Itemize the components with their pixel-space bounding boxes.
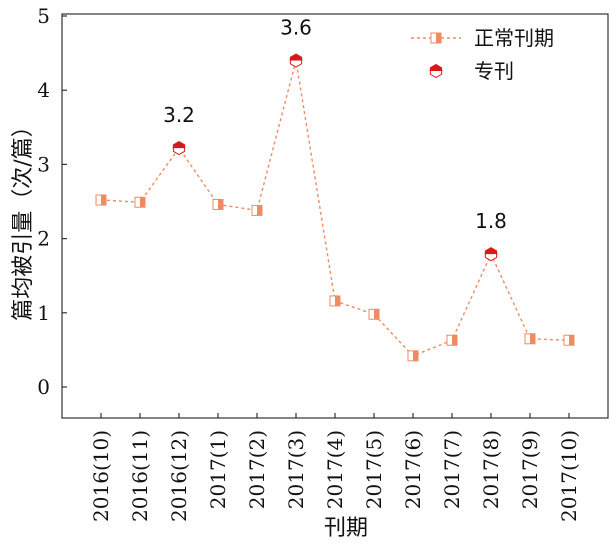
marker-fill <box>335 295 340 306</box>
marker-fill <box>218 199 223 210</box>
x-tick-label: 2016(10) <box>89 430 113 522</box>
regular-point <box>524 333 536 345</box>
x-tick-label: 2017(10) <box>557 430 581 522</box>
special-point <box>289 53 303 68</box>
x-tick-label: 2017(9) <box>518 430 542 509</box>
x-tick-label: 2017(5) <box>362 430 386 509</box>
marker-fill <box>484 247 498 255</box>
legend-special-marker <box>429 63 443 79</box>
y-tick-label: 3 <box>37 152 50 176</box>
legend-regular-label: 正常刊期 <box>474 26 554 50</box>
x-tick-label: 2017(2) <box>245 430 269 509</box>
series <box>95 53 575 362</box>
regular-point <box>134 196 146 208</box>
marker-fill <box>289 54 303 61</box>
regular-point <box>446 334 458 346</box>
legend-regular-icon <box>430 32 442 44</box>
x-tick-label: 2017(3) <box>284 430 308 509</box>
x-tick-label: 2017(1) <box>206 430 230 509</box>
regular-point <box>368 308 380 320</box>
x-tick-label: 2017(6) <box>401 430 425 509</box>
annotations: 3.2 3.6 1.8 <box>163 16 507 234</box>
x-axis-title: 刊期 <box>324 516 368 541</box>
marker-fill <box>374 309 379 320</box>
marker-fill <box>452 335 457 346</box>
marker-fill <box>140 197 145 208</box>
marker-fill <box>569 335 574 346</box>
marker-fill <box>429 64 443 71</box>
legend-special-icon <box>429 63 443 79</box>
x-tick-label: 2017(7) <box>440 430 464 509</box>
x-tick-label: 2017(8) <box>479 430 503 509</box>
x-tick-label: 2016(12) <box>167 430 191 522</box>
special-annotation: 3.2 <box>163 103 195 127</box>
regular-point <box>329 295 341 307</box>
plot-frame <box>61 13 609 419</box>
regular-point <box>212 198 224 210</box>
legend-special-label: 专刊 <box>474 59 514 83</box>
regular-point <box>251 204 263 216</box>
regular-point <box>407 350 419 362</box>
regular-point <box>563 334 575 346</box>
y-tick-label: 2 <box>37 227 50 251</box>
y-tick-label: 0 <box>37 375 50 399</box>
marker-fill <box>413 350 418 361</box>
x-tick-labels: 2016(10) 2016(11) 2016(12) 2017(1) 2017(2) 20… <box>89 430 581 522</box>
legend-regular-marker <box>430 32 442 44</box>
y-tick-labels: 0 1 2 3 4 5 <box>37 4 50 399</box>
y-tick-label: 4 <box>37 78 50 102</box>
marker-fill <box>530 333 535 344</box>
regular-point <box>95 194 107 206</box>
special-annotation: 1.8 <box>475 209 507 233</box>
legend: 正常刊期 专刊 <box>411 26 554 83</box>
special-annotation: 3.6 <box>280 16 312 40</box>
x-tick-label: 2017(4) <box>323 430 347 509</box>
y-tick-label: 5 <box>37 4 50 28</box>
marker-fill <box>101 195 106 206</box>
y-tick-label: 1 <box>37 301 50 325</box>
special-point <box>172 140 186 156</box>
marker-fill <box>257 205 262 216</box>
marker-fill <box>436 33 441 43</box>
x-tick-label: 2016(11) <box>128 430 152 522</box>
marker-fill <box>172 141 186 149</box>
special-point <box>484 247 498 262</box>
y-axis-title: 篇均被引量（次/篇） <box>11 115 36 320</box>
axes <box>61 13 609 419</box>
